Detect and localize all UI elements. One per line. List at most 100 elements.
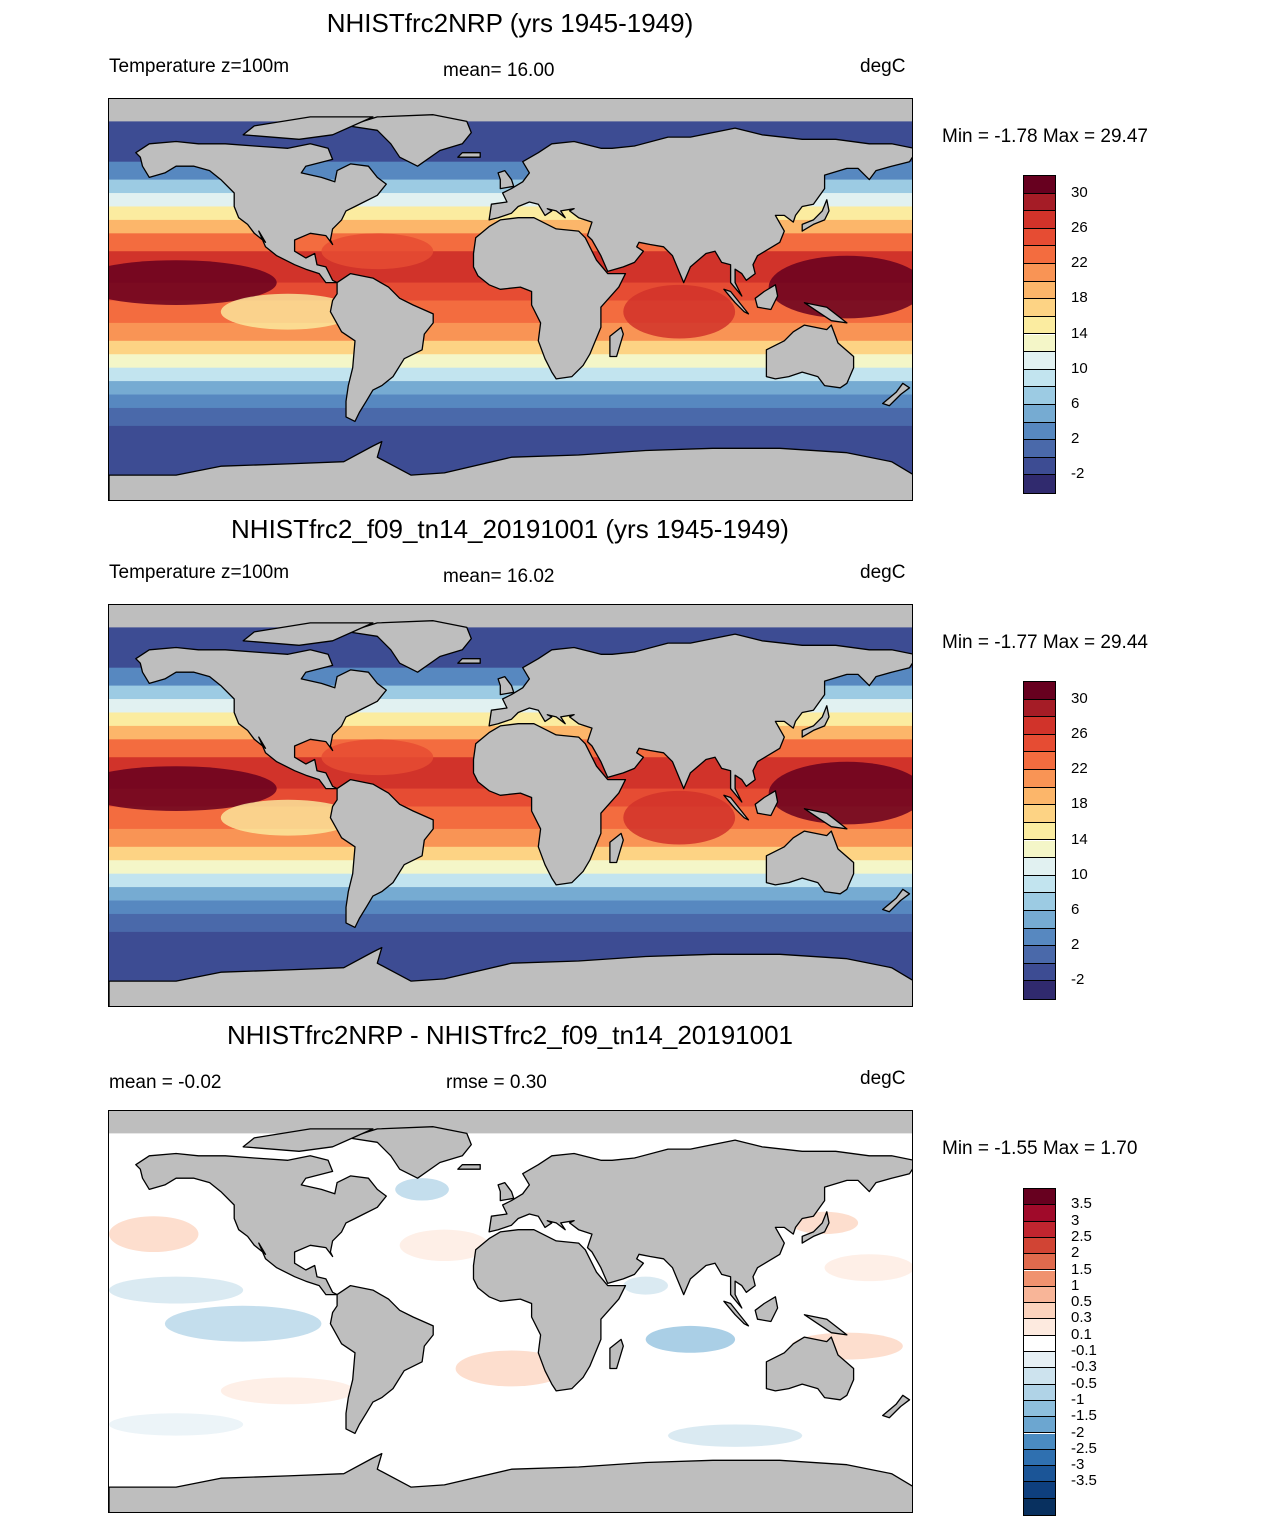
colorbar-swatch [1024, 1433, 1055, 1450]
landmass-greenland [347, 1126, 472, 1179]
colorbar-swatch [1024, 1221, 1055, 1238]
colorbar [1023, 175, 1056, 494]
colorbar-tick-label: -2 [1071, 465, 1085, 483]
colorbar-tick-label: 2 [1071, 936, 1080, 954]
landmass-northAmerica [135, 646, 387, 790]
colorbar-swatch [1024, 1254, 1055, 1271]
landmass-iceland [457, 658, 481, 664]
colorbar-swatch [1024, 1368, 1055, 1385]
landmass-eurasia [488, 1139, 912, 1309]
arctic-fill [109, 99, 912, 122]
colorbar-tick-label: 26 [1071, 724, 1088, 742]
colorbar-tick-label: -3 [1071, 1456, 1085, 1474]
landmass-sumatra [723, 288, 750, 315]
colorbar-swatch [1024, 281, 1055, 300]
warm-pool [623, 284, 736, 339]
temperature-band [109, 887, 912, 902]
landmass-japan [801, 199, 830, 232]
colorbar-swatch [1024, 1449, 1055, 1467]
colorbar-tick-label: 0.3 [1071, 1309, 1092, 1327]
colorbar-swatch [1024, 228, 1055, 247]
colorbar-swatch [1024, 422, 1055, 441]
landmass-africa [472, 1229, 627, 1392]
landmass-arcticIslands [242, 622, 374, 646]
landmass-eurasia [488, 633, 912, 803]
landmass-borneo [754, 1296, 779, 1323]
landmass-southAmerica [329, 1284, 434, 1435]
world-map [108, 1110, 913, 1513]
colorbar-tick-label: 0.5 [1071, 1293, 1092, 1311]
colorbar-tick-label: 6 [1071, 394, 1080, 412]
colorbar [1023, 681, 1056, 1000]
units-label: degC [860, 56, 906, 77]
colorbar-tick-label: 18 [1071, 289, 1088, 307]
colorbar-tick-label: 18 [1071, 795, 1088, 813]
landmass-eurasia [488, 127, 912, 297]
landmass-iceland [457, 1164, 481, 1170]
landmass-africa [472, 723, 627, 886]
colorbar-swatch [1024, 316, 1055, 335]
colorbar-tick-label: -2.5 [1071, 1439, 1097, 1457]
temperature-band [109, 900, 912, 915]
panel-3: NHISTfrc2NRP - NHISTfrc2_f09_tn14_201910… [0, 1012, 1285, 1518]
colorbar-swatch [1024, 1303, 1055, 1320]
colorbar-swatch [1024, 246, 1055, 265]
temperature-band [109, 860, 912, 875]
temperature-band [109, 381, 912, 396]
panel-2: NHISTfrc2_f09_tn14_20191001 (yrs 1945-19… [0, 506, 1285, 1012]
mean-label: mean= 16.02 [443, 566, 555, 587]
colorbar-swatch [1024, 858, 1055, 876]
landmass-borneo [754, 284, 779, 311]
temperature-band [109, 340, 912, 355]
warm-pool [321, 739, 434, 776]
landmass-britain [497, 1181, 515, 1202]
anomaly-patch [109, 1216, 199, 1253]
landmass-newZealand [882, 888, 911, 913]
colorbar-tick-label: 0.1 [1071, 1325, 1092, 1343]
anomaly-patch [220, 1377, 355, 1405]
landmass-madagascar [609, 1338, 624, 1370]
colorbar-tick-label: 3.5 [1071, 1195, 1092, 1213]
colorbar-tick-label: 14 [1071, 324, 1088, 342]
colorbar-swatch [1024, 963, 1055, 982]
landmass-newGuinea [803, 302, 848, 324]
colorbar-swatch [1024, 299, 1055, 317]
colorbar-swatch [1024, 981, 1055, 999]
min-max-label: Min = -1.55 Max = 1.70 [942, 1138, 1138, 1159]
colorbar-swatch [1024, 1384, 1055, 1401]
colorbar-swatch [1024, 717, 1055, 735]
colorbar-swatch [1024, 1270, 1055, 1287]
landmass-newZealand [882, 1394, 911, 1419]
landmass-britain [497, 169, 515, 190]
colorbar-tick-label: 10 [1071, 359, 1088, 377]
min-max-label: Min = -1.78 Max = 29.47 [942, 126, 1148, 147]
units-label: degC [860, 1068, 906, 1089]
anomaly-patch [623, 1276, 669, 1295]
landmass-australia [765, 324, 855, 389]
colorbar-tick-label: 3 [1071, 1211, 1080, 1229]
colorbar-tick-label: 1.5 [1071, 1260, 1092, 1278]
colorbar-swatch [1024, 682, 1055, 700]
map-canvas [109, 605, 912, 1006]
variable-label: Temperature z=100m [109, 56, 290, 77]
colorbar-tick-label: 22 [1071, 760, 1088, 778]
colorbar-tick-label: 30 [1071, 689, 1088, 707]
temperature-band [109, 873, 912, 888]
colorbar-tick-label: 26 [1071, 218, 1088, 236]
landmass-newGuinea [803, 1314, 848, 1336]
colorbar-tick-label: -1 [1071, 1390, 1085, 1408]
colorbar-tick-label: 30 [1071, 183, 1088, 201]
temperature-band [109, 367, 912, 382]
colorbar-swatch [1024, 1205, 1055, 1222]
colorbar-swatch [1024, 946, 1055, 964]
warm-pool [109, 260, 277, 305]
landmass-britain [497, 675, 515, 696]
colorbar-tick-label: 2 [1071, 1244, 1080, 1262]
landmass-arcticIslands [242, 1128, 374, 1152]
landmass-australia [765, 1336, 855, 1401]
colorbar-swatch [1024, 770, 1055, 788]
colorbar-tick-label: -0.3 [1071, 1358, 1097, 1376]
landmass-southAmerica [329, 272, 434, 423]
colorbar-tick-label: -0.5 [1071, 1374, 1097, 1392]
colorbar-swatch [1024, 334, 1055, 353]
